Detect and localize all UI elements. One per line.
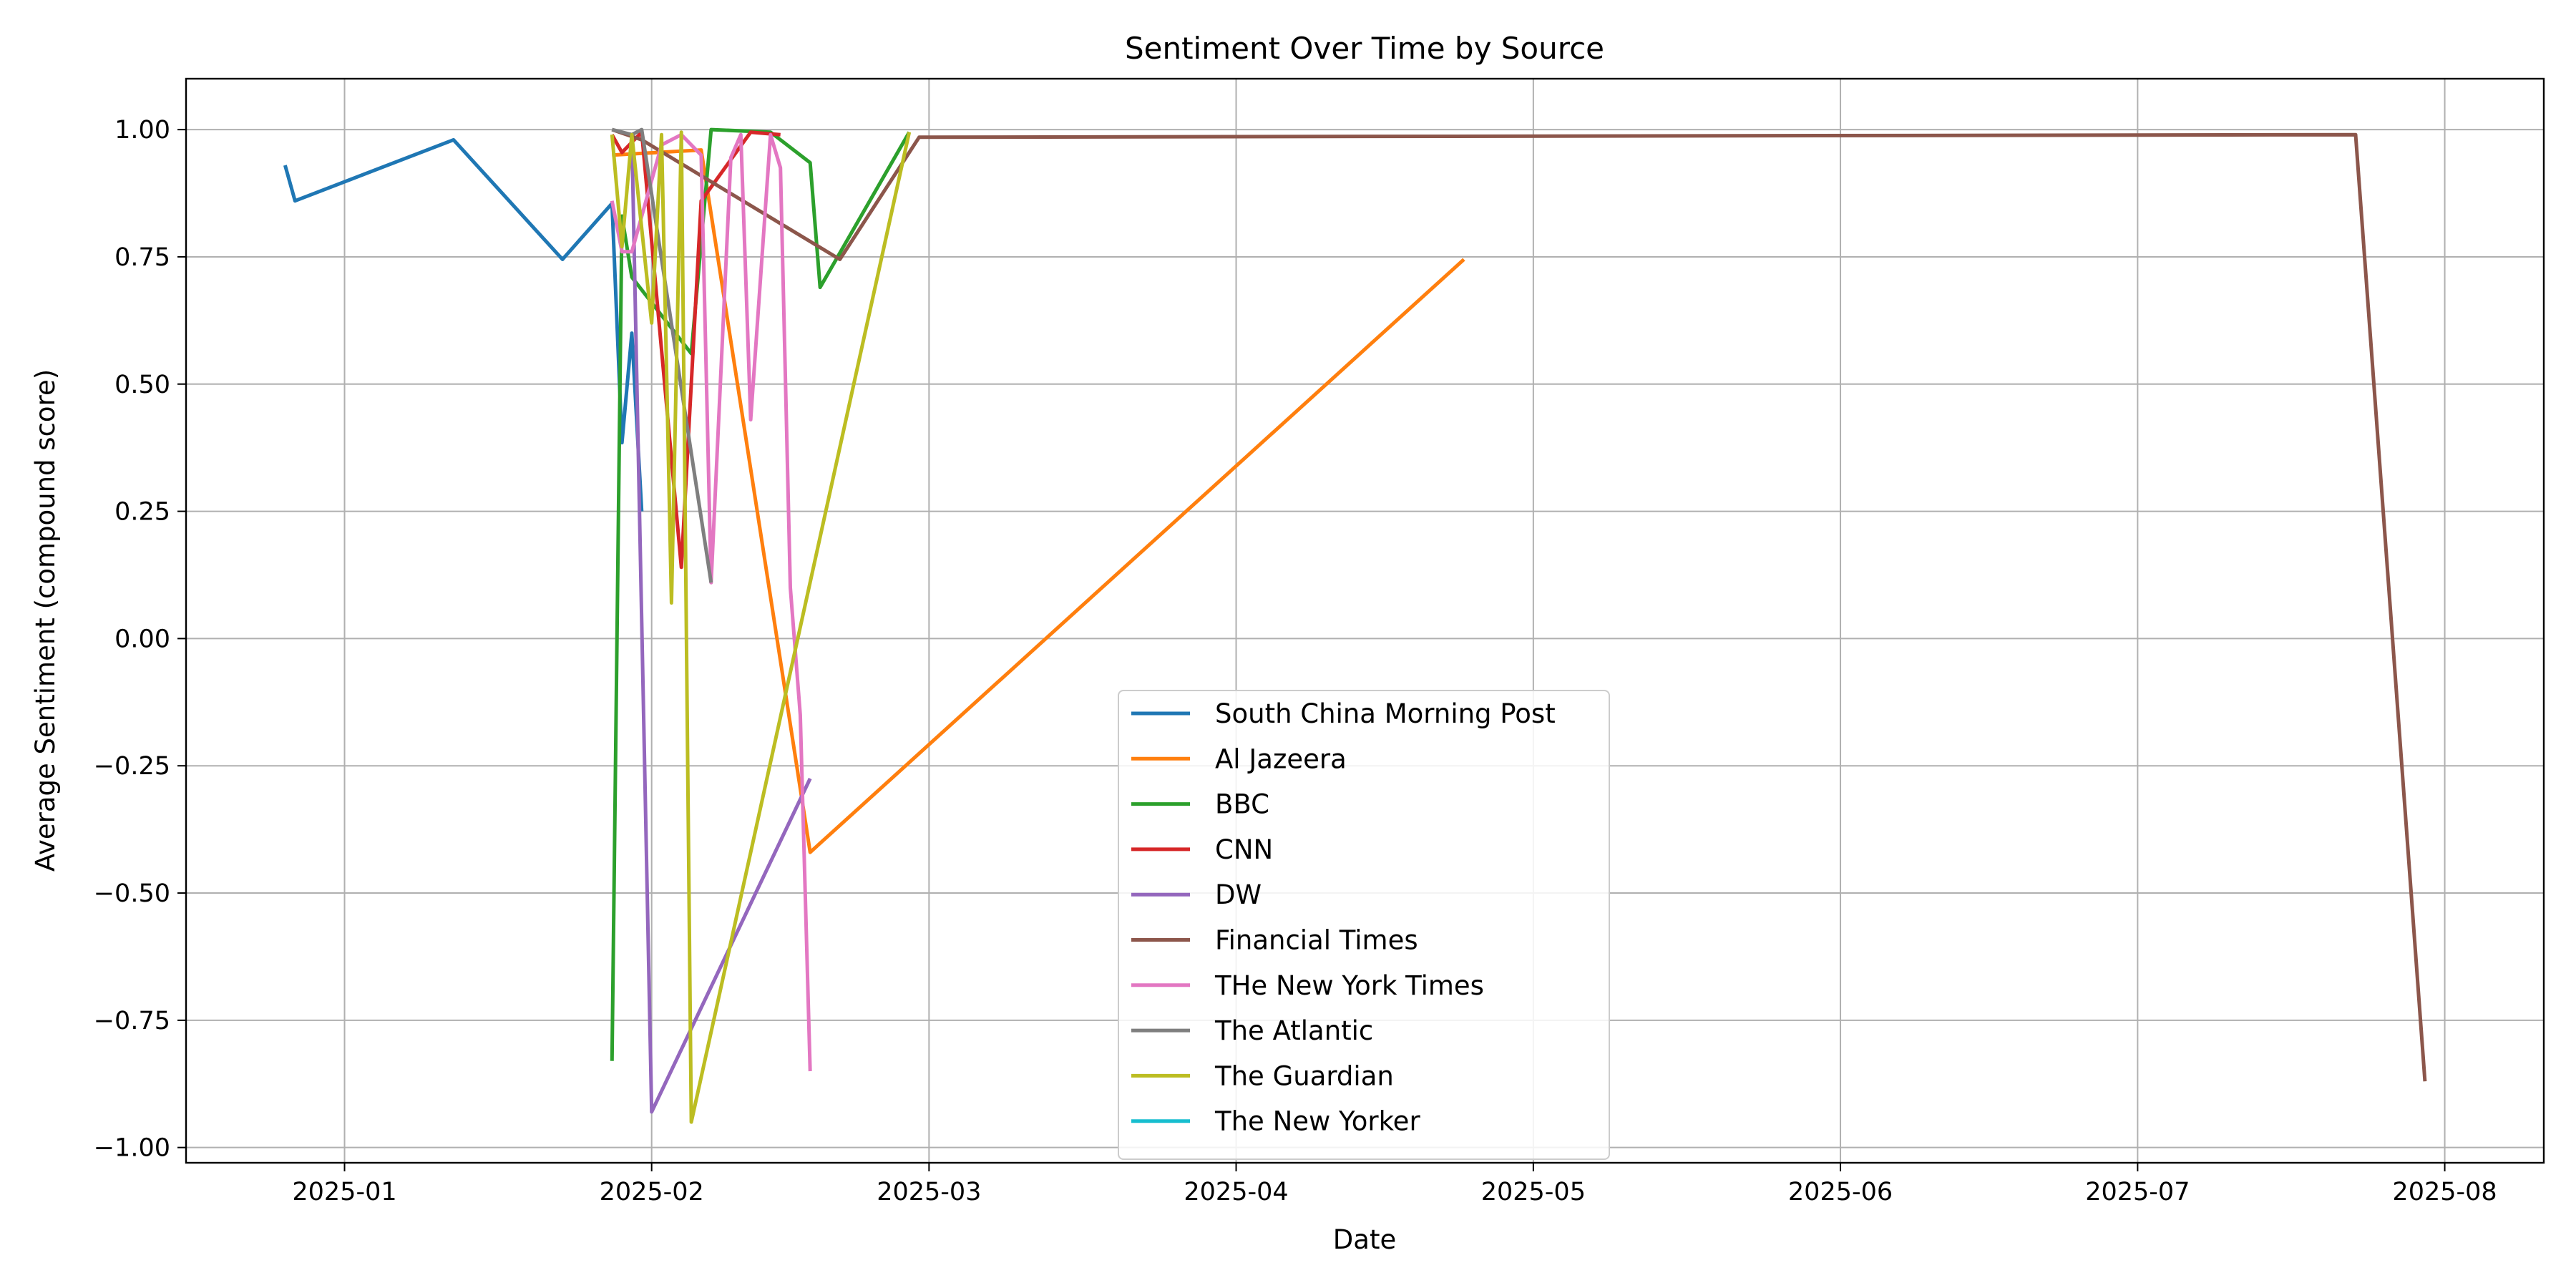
- series-line-financial-times: [611, 127, 2427, 1082]
- x-tick-label: 2025-07: [2085, 1178, 2190, 1206]
- legend-label-south-china-morning-post: South China Morning Post: [1215, 698, 1556, 729]
- y-tick-label: 1.00: [114, 116, 170, 145]
- x-tick-label: 2025-06: [1788, 1178, 1893, 1206]
- series-line-south-china-morning-post: [283, 137, 644, 512]
- legend-label-the-new-yorker: The New Yorker: [1214, 1106, 1420, 1137]
- y-tick-label: 0.50: [114, 371, 170, 399]
- x-tick-label: 2025-05: [1481, 1178, 1586, 1206]
- x-tick-label: 2025-02: [600, 1178, 704, 1206]
- x-tick-label: 2025-03: [877, 1178, 981, 1206]
- chart-title: Sentiment Over Time by Source: [1125, 31, 1604, 66]
- y-tick-label: −0.25: [94, 752, 170, 781]
- legend-label-financial-times: Financial Times: [1215, 925, 1418, 956]
- legend-label-al-jazeera: Al Jazeera: [1215, 743, 1347, 774]
- y-tick-label: 0.25: [114, 498, 170, 527]
- legend-label-the-atlantic: The Atlantic: [1214, 1015, 1373, 1046]
- y-tick-label: −0.75: [94, 1007, 170, 1035]
- series-line-dw: [630, 135, 812, 1114]
- series-line-al-jazeera: [612, 148, 1465, 854]
- legend-box: [1118, 690, 1610, 1160]
- plot-area-frame: [185, 77, 2545, 1164]
- x-tick-label: 2025-08: [2392, 1178, 2497, 1206]
- y-axis-label: Average Sentiment (compound score): [30, 369, 61, 872]
- y-tick-label: 0.00: [114, 625, 170, 653]
- x-tick-label: 2025-01: [292, 1178, 396, 1206]
- axis-ticks: 2025-01 2025-02 2025-03 2025-04 2025-05 2025-…: [94, 116, 2497, 1206]
- legend-label-the-new-york-times: THe New York Times: [1214, 970, 1484, 1001]
- x-axis-label: Date: [1333, 1224, 1396, 1255]
- series-line-cnn: [610, 130, 781, 570]
- y-tick-label: 0.75: [114, 243, 170, 272]
- legend-label-the-guardian: The Guardian: [1214, 1060, 1394, 1091]
- y-tick-label: −0.50: [94, 879, 170, 908]
- legend-label-dw: DW: [1215, 879, 1262, 910]
- legend-label-cnn: CNN: [1215, 834, 1273, 865]
- series-lines: [283, 127, 2427, 1124]
- y-tick-label: −1.00: [94, 1134, 170, 1163]
- series-line-the-guardian: [610, 130, 912, 1124]
- legend: South China Morning Post Al Jazeera BBC CNN…: [1118, 690, 1610, 1160]
- x-tick-label: 2025-04: [1184, 1178, 1288, 1206]
- legend-label-bbc: BBC: [1215, 789, 1269, 820]
